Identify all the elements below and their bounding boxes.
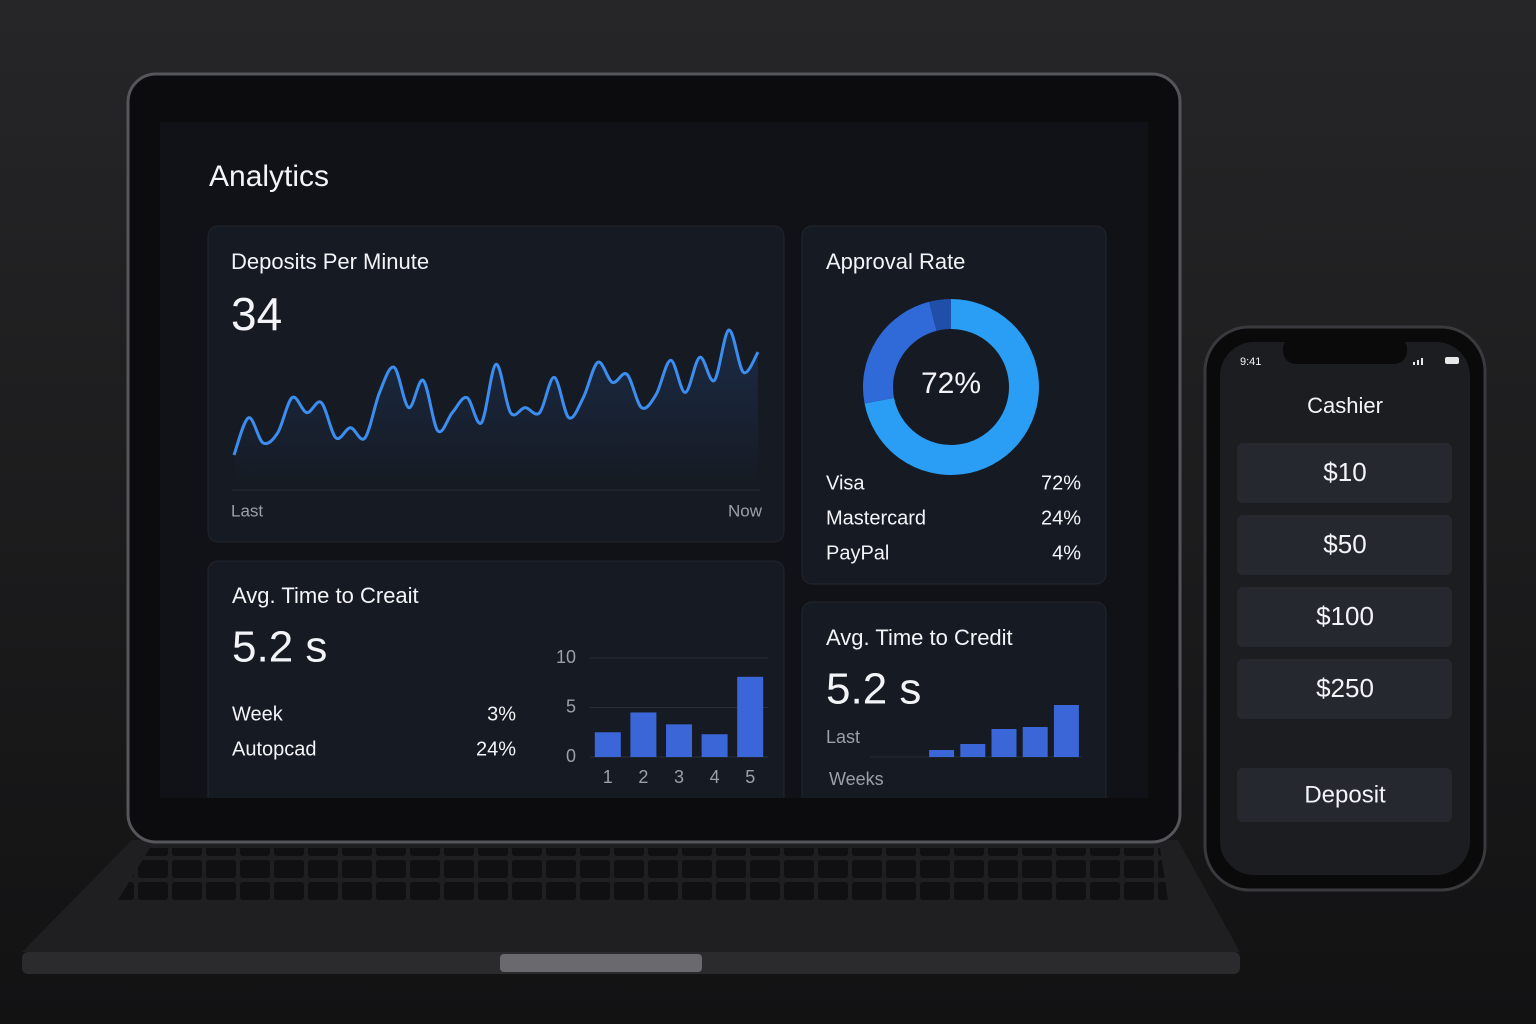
legend-label: PayPal <box>826 542 889 564</box>
legend-value: 72% <box>1041 472 1081 494</box>
amount-list: $10 $50 $100 $250 <box>1237 443 1452 719</box>
amount-button[interactable] <box>1237 515 1452 575</box>
keyboard <box>118 848 1168 900</box>
legend-value: 24% <box>1041 507 1081 529</box>
metric-value: 5.2 s <box>826 665 921 714</box>
x-tick-label: 3 <box>674 767 684 787</box>
bar <box>929 750 955 757</box>
line-area <box>234 329 758 488</box>
battery-icon <box>1445 357 1459 364</box>
donut-segment <box>929 299 952 331</box>
y-tick-label: 10 <box>556 647 576 667</box>
deposit-button[interactable] <box>1237 768 1452 822</box>
row-label: Autopcad <box>232 738 317 760</box>
bar <box>1053 705 1079 757</box>
phone-title: Cashier <box>1307 393 1383 418</box>
bar <box>1022 727 1048 757</box>
x-start-label: Last <box>826 727 860 747</box>
amount-label[interactable]: $100 <box>1316 601 1374 631</box>
x-axis-label: Weeks <box>829 769 884 789</box>
bar <box>701 734 728 757</box>
amount-button[interactable] <box>1237 659 1452 719</box>
amount-button[interactable] <box>1237 587 1452 647</box>
bar <box>594 732 621 757</box>
amount-button[interactable] <box>1237 443 1452 503</box>
amount-label[interactable]: $50 <box>1323 529 1366 559</box>
phone-notch <box>1283 336 1407 364</box>
amount-label[interactable]: $250 <box>1316 673 1374 703</box>
donut-segment <box>863 301 938 404</box>
x-tick-label: 4 <box>710 767 720 787</box>
legend-label: Visa <box>826 472 865 494</box>
card-title: Avg. Time to Credit <box>826 625 1013 650</box>
row-value: 24% <box>476 738 516 760</box>
y-tick-label: 0 <box>566 746 576 766</box>
metric-value: 5.2 s <box>232 623 327 672</box>
signal-icon <box>1413 358 1423 365</box>
metric-value: 34 <box>231 288 282 340</box>
y-tick-label: 5 <box>566 696 576 716</box>
amount-label[interactable]: $10 <box>1323 457 1366 487</box>
legend-label: Mastercard <box>826 507 926 529</box>
x-end-label: Now <box>728 501 763 520</box>
card-title: Approval Rate <box>826 249 965 274</box>
bar <box>737 676 764 757</box>
row-label: Week <box>232 703 284 725</box>
legend-value: 4% <box>1052 542 1081 564</box>
x-start-label: Last <box>231 501 263 520</box>
card-title: Deposits Per Minute <box>231 249 429 274</box>
bar <box>666 724 692 757</box>
x-tick-label: 2 <box>638 767 648 787</box>
card <box>801 225 1107 585</box>
x-tick-label: 1 <box>603 767 613 787</box>
laptop-notch <box>500 954 702 972</box>
line <box>232 328 760 456</box>
donut-segment <box>864 299 1039 475</box>
bar <box>991 729 1017 757</box>
page-title: Analytics <box>209 160 329 193</box>
bar <box>630 712 657 757</box>
status-time: 9:41 <box>1240 356 1261 368</box>
row-value: 3% <box>487 703 516 725</box>
card-title: Avg. Time to Creait <box>232 583 419 608</box>
deposit-button-label[interactable]: Deposit <box>1304 781 1386 808</box>
bar <box>960 744 986 757</box>
x-tick-label: 5 <box>745 767 755 787</box>
dashboard: Analytics Deposits Per Minute 34 Last No… <box>207 160 1107 798</box>
donut-center-label: 72% <box>921 367 981 400</box>
